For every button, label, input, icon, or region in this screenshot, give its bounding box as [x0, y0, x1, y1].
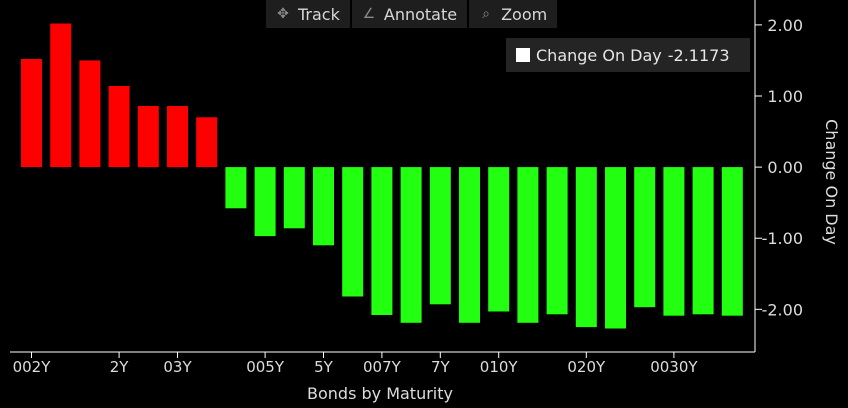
- bar-4: [137, 106, 159, 168]
- y-tick-label: -1.00: [762, 229, 803, 248]
- x-axis-label: Bonds by Maturity: [307, 384, 453, 403]
- bar-7: [225, 167, 247, 209]
- annotate-button[interactable]: ∠ Annotate: [351, 0, 468, 28]
- bar-11: [342, 167, 364, 297]
- x-tick-label: 007Y: [363, 358, 402, 376]
- bar-2: [79, 60, 101, 168]
- x-tick-label: 0030Y: [650, 358, 698, 376]
- bar-17: [517, 167, 539, 323]
- x-tick-label: 005Y: [246, 358, 285, 376]
- bar-6: [196, 117, 218, 168]
- annotate-label: Annotate: [383, 4, 458, 24]
- x-tick-label: 2Y: [110, 358, 130, 376]
- bar-23: [692, 167, 714, 315]
- bar-18: [546, 167, 568, 315]
- bar-13: [400, 167, 422, 323]
- x-ticks-group: 002Y 2Y 03Y 005Y 5Y 007Y 7Y 010Y 020Y 0030Y: [13, 352, 698, 376]
- track-button[interactable]: ✥ Track: [266, 0, 350, 28]
- track-label: Track: [298, 4, 340, 24]
- magnifier-icon: ⌕: [482, 6, 491, 22]
- bars-group: [21, 23, 743, 329]
- bar-14: [429, 167, 451, 305]
- bar-8: [254, 167, 276, 237]
- bar-16: [488, 167, 510, 312]
- bar-3: [108, 86, 130, 168]
- bar-0: [21, 59, 42, 168]
- pencil-icon: ∠: [362, 6, 376, 22]
- x-tick-label: 5Y: [314, 358, 334, 376]
- zoom-button[interactable]: ⌕ Zoom: [469, 0, 558, 28]
- bar-10: [313, 167, 334, 246]
- x-tick-label: 03Y: [163, 358, 192, 376]
- y-axis-label: Change On Day: [822, 119, 841, 245]
- bar-24: [721, 167, 743, 316]
- bar-12: [371, 167, 393, 315]
- bar-21: [634, 167, 656, 308]
- legend-swatch: [516, 48, 530, 62]
- x-tick-label: 002Y: [13, 358, 52, 376]
- chart-legend: Change On Day -2.1173: [506, 38, 750, 72]
- bar-9: [283, 167, 305, 229]
- crosshair-icon: ✥: [277, 6, 289, 22]
- bar-5: [167, 106, 188, 168]
- zoom-label: Zoom: [501, 4, 548, 24]
- bar-22: [663, 167, 685, 316]
- x-tick-label: 010Y: [480, 358, 519, 376]
- x-tick-label: 020Y: [567, 358, 606, 376]
- bar-1: [50, 23, 72, 168]
- chart-toolbar: ✥ Track ∠ Annotate ⌕ Zoom: [266, 0, 558, 28]
- bar-15: [459, 167, 480, 323]
- y-tick-label: -2.00: [762, 300, 803, 319]
- bar-19: [575, 167, 597, 328]
- y-tick-label: 2.00: [767, 16, 803, 35]
- x-tick-label: 7Y: [431, 358, 451, 376]
- legend-value: -2.1173: [667, 45, 730, 65]
- y-tick-label: 1.00: [767, 87, 803, 106]
- legend-label: Change On Day: [536, 45, 662, 65]
- y-ticks-group: 2.00 1.00 0.00 -1.00 -2.00: [755, 16, 803, 319]
- y-tick-label: 0.00: [767, 158, 803, 177]
- bar-20: [605, 167, 626, 329]
